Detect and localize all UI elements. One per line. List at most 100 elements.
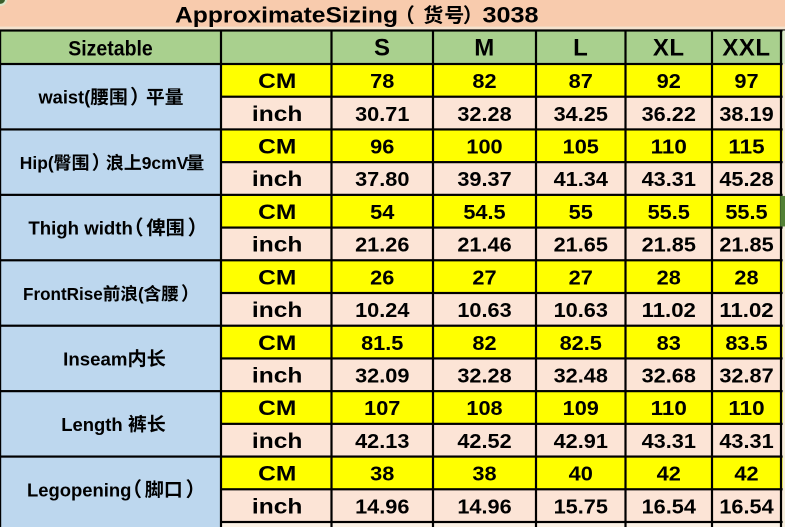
svg-text:CM: CM — [258, 397, 296, 420]
svg-text:11.02: 11.02 — [642, 300, 696, 322]
svg-text:55.5: 55.5 — [648, 202, 690, 224]
svg-text:82.5: 82.5 — [560, 333, 602, 355]
svg-text:10.24: 10.24 — [355, 300, 410, 322]
svg-text:21.65: 21.65 — [554, 235, 608, 257]
svg-text:14.96: 14.96 — [355, 496, 409, 518]
svg-text:100: 100 — [466, 136, 502, 158]
svg-text:32.87: 32.87 — [719, 365, 773, 387]
svg-text:CM: CM — [258, 135, 296, 158]
svg-text:105: 105 — [563, 136, 599, 158]
svg-text:83: 83 — [657, 333, 681, 355]
svg-text:Length: Length — [61, 414, 128, 435]
svg-text:CM: CM — [258, 70, 296, 93]
svg-text:96: 96 — [370, 136, 394, 158]
svg-text:30.71: 30.71 — [355, 104, 409, 126]
svg-text:21.26: 21.26 — [355, 235, 409, 257]
svg-text:waist(: waist( — [37, 87, 91, 108]
svg-text:Legopening: Legopening — [27, 479, 131, 500]
svg-text:87: 87 — [569, 71, 593, 93]
svg-text:10.63: 10.63 — [554, 300, 608, 322]
svg-text:21.85: 21.85 — [719, 235, 773, 257]
svg-text:Thigh width: Thigh width — [28, 218, 132, 239]
svg-text:32.28: 32.28 — [457, 365, 511, 387]
svg-text:82: 82 — [472, 333, 496, 355]
svg-text:S: S — [374, 34, 391, 61]
svg-text:97: 97 — [734, 71, 758, 93]
svg-text:41.34: 41.34 — [554, 169, 609, 191]
svg-text:110: 110 — [651, 136, 687, 158]
svg-text:38.19: 38.19 — [719, 104, 773, 126]
svg-text:16.54: 16.54 — [719, 496, 774, 518]
svg-text:inch: inch — [252, 299, 303, 322]
svg-text:43.31: 43.31 — [642, 431, 696, 453]
svg-text:XXL: XXL — [722, 34, 770, 61]
svg-text:inch: inch — [252, 364, 303, 387]
svg-text:Inseam: Inseam — [63, 348, 127, 369]
svg-text:9cmV: 9cmV — [142, 153, 189, 173]
svg-text:115: 115 — [728, 136, 764, 158]
svg-text:92: 92 — [657, 71, 681, 93]
svg-text:32.09: 32.09 — [355, 365, 409, 387]
svg-text:Sizetable: Sizetable — [68, 37, 153, 60]
svg-text:L: L — [573, 34, 588, 61]
svg-text:55: 55 — [569, 202, 593, 224]
svg-text:FrontRise: FrontRise — [23, 285, 103, 304]
svg-text:27: 27 — [472, 267, 496, 289]
svg-text:42.91: 42.91 — [554, 431, 608, 453]
svg-text:14.96: 14.96 — [457, 496, 511, 518]
svg-text:(: ( — [138, 285, 144, 304]
svg-text:34.25: 34.25 — [554, 104, 608, 126]
svg-text:XL: XL — [653, 34, 685, 61]
svg-text:110: 110 — [651, 398, 687, 420]
svg-text:78: 78 — [370, 71, 394, 93]
svg-text:inch: inch — [252, 234, 303, 257]
svg-text:CM: CM — [258, 266, 296, 289]
svg-text:36.22: 36.22 — [642, 104, 696, 126]
svg-text:83.5: 83.5 — [725, 333, 767, 355]
svg-text:107: 107 — [364, 398, 400, 420]
svg-text:42.52: 42.52 — [457, 431, 511, 453]
svg-text:81.5: 81.5 — [361, 333, 403, 355]
svg-text:40: 40 — [569, 464, 593, 486]
svg-text:10.63: 10.63 — [457, 300, 511, 322]
svg-text:27: 27 — [569, 267, 593, 289]
svg-text:CM: CM — [258, 332, 296, 355]
svg-text:15.75: 15.75 — [554, 496, 608, 518]
svg-text:CM: CM — [258, 463, 296, 486]
svg-text:82: 82 — [472, 71, 496, 93]
svg-text:42.13: 42.13 — [355, 431, 409, 453]
svg-text:32.28: 32.28 — [457, 104, 511, 126]
svg-text:28: 28 — [734, 267, 758, 289]
svg-text:inch: inch — [252, 168, 303, 191]
svg-text:54.5: 54.5 — [463, 202, 505, 224]
svg-text:108: 108 — [466, 398, 502, 420]
svg-text:32.68: 32.68 — [642, 365, 696, 387]
svg-text:21.85: 21.85 — [642, 235, 696, 257]
svg-text:28: 28 — [657, 267, 681, 289]
svg-text:inch: inch — [252, 495, 303, 518]
svg-text:55.5: 55.5 — [725, 202, 767, 224]
svg-text:109: 109 — [563, 398, 599, 420]
svg-text:38: 38 — [370, 464, 394, 486]
svg-text:Hip(: Hip( — [20, 153, 54, 173]
svg-text:45.28: 45.28 — [719, 169, 773, 191]
svg-text:inch: inch — [252, 430, 303, 453]
svg-text:16.54: 16.54 — [642, 496, 697, 518]
svg-text:110: 110 — [728, 398, 764, 420]
svg-text:inch: inch — [252, 103, 303, 126]
svg-text:ApproximateSizing: ApproximateSizing — [175, 2, 398, 27]
svg-text:3038: 3038 — [483, 2, 539, 27]
svg-text:M: M — [474, 34, 495, 61]
svg-text:39.37: 39.37 — [457, 169, 511, 191]
svg-text:37.80: 37.80 — [355, 169, 409, 191]
svg-text:11.02: 11.02 — [719, 300, 773, 322]
svg-text:CM: CM — [258, 201, 296, 224]
svg-text:42: 42 — [734, 464, 758, 486]
svg-text:32.48: 32.48 — [554, 365, 608, 387]
svg-text:43.31: 43.31 — [642, 169, 696, 191]
svg-text:21.46: 21.46 — [457, 235, 511, 257]
svg-text:26: 26 — [370, 267, 394, 289]
svg-text:43.31: 43.31 — [719, 431, 773, 453]
svg-text:38: 38 — [472, 464, 496, 486]
svg-text:42: 42 — [657, 464, 681, 486]
